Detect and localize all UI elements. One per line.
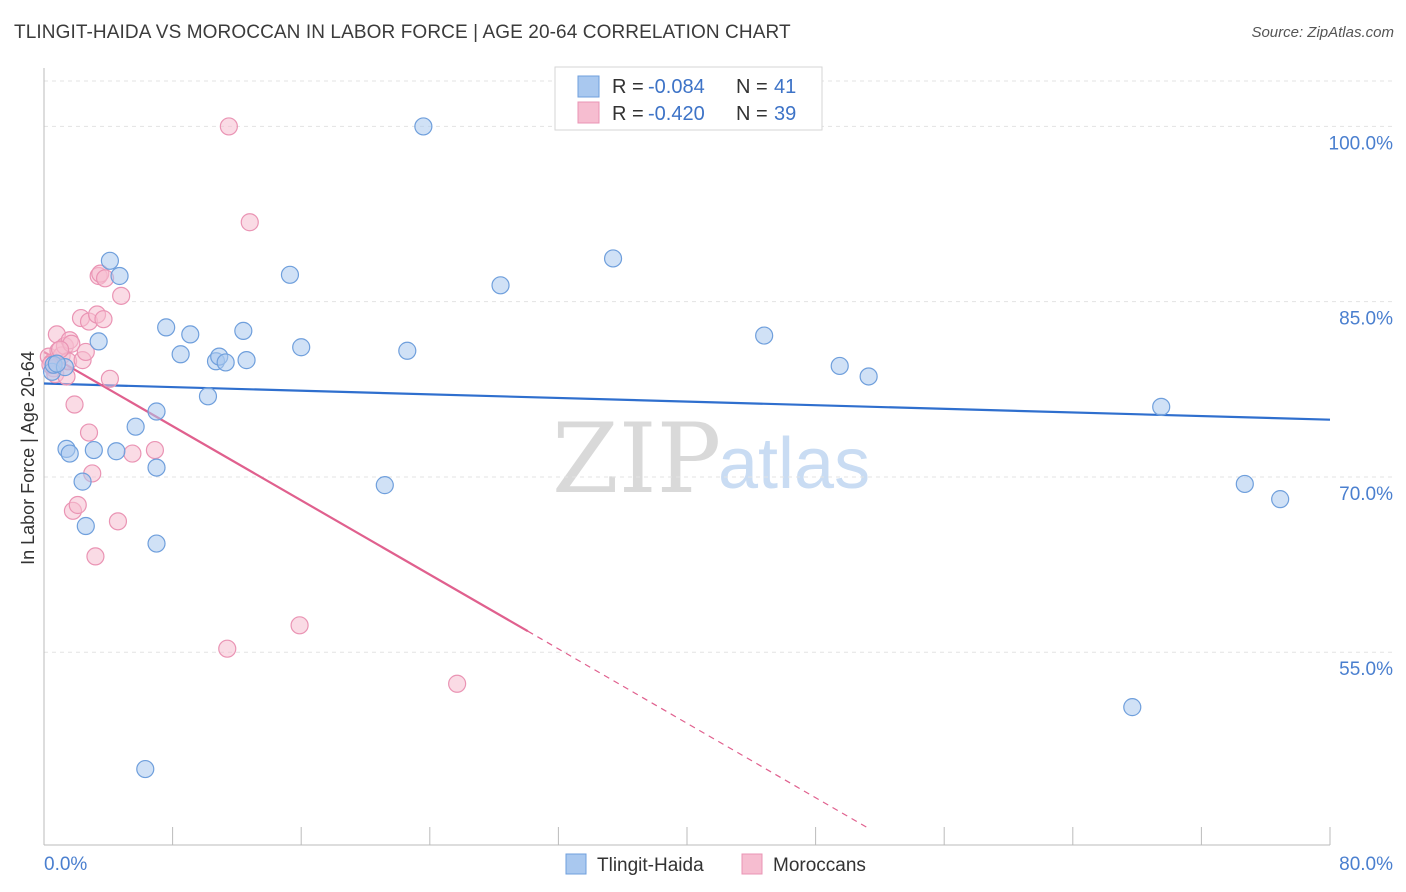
point-tlingit-haida [107,442,126,461]
watermark-zip: ZIP [552,403,721,515]
point-tlingit-haida [755,326,774,345]
legend-swatch-moroccans [577,101,600,124]
trend-lines [43,350,1331,828]
trend-line-moroccans [43,350,529,633]
point-tlingit-haida [76,516,95,536]
bottom-legend-label-tlingit-haida: Tlingit-Haida [597,855,704,876]
y-tick-label: 55.0% [1339,659,1393,680]
point-tlingit-haida [234,321,253,340]
point-moroccans [100,369,120,388]
legend-r-label-0: R = [612,76,644,98]
point-tlingit-haida [216,353,235,372]
point-tlingit-haida [110,266,129,286]
point-moroccans [290,616,309,635]
point-tlingit-haida [830,356,849,376]
legend-r-label-1: R = [612,103,644,125]
point-tlingit-haida [1271,490,1290,509]
point-tlingit-haida [84,440,103,460]
point-tlingit-haida [157,318,176,337]
point-tlingit-haida [1152,397,1171,416]
axes [43,68,1331,846]
source-label: Source: ZipAtlas.com [1251,24,1394,41]
y-tick-label: 85.0% [1339,309,1393,330]
watermark: ZIP atlas [552,403,870,515]
point-tlingit-haida [237,351,256,370]
y-tick-label: 100.0% [1329,133,1394,154]
point-tlingit-haida [1235,474,1254,494]
point-tlingit-haida [491,276,510,295]
point-tlingit-haida [603,249,623,268]
legend-n-label-1: N = [736,103,768,125]
point-tlingit-haida [375,476,394,495]
point-moroccans [145,440,165,460]
point-tlingit-haida [147,458,166,477]
point-tlingit-haida [126,417,145,436]
point-tlingit-haida [181,325,200,344]
point-tlingit-haida [147,402,166,421]
point-tlingit-haida [171,345,190,364]
y-axis-title: In Labor Force | Age 20-64 [18,351,38,565]
y-tick-label: 70.0% [1339,484,1393,505]
x-tick-label: 0.0% [44,854,87,875]
point-moroccans [219,117,238,136]
trend-line-tlingit-haida [43,382,1331,421]
legend-swatch-tlingit-haida [577,75,600,98]
point-tlingit-haida [60,444,79,463]
point-tlingit-haida [859,367,878,386]
point-moroccans [108,512,128,531]
point-moroccans [65,395,84,414]
point-moroccans [218,639,237,658]
point-moroccans [68,495,87,515]
trend-line-moroccans-extension [527,630,868,828]
point-tlingit-haida [292,338,311,357]
moroccans-points [39,117,467,693]
point-moroccans [448,674,467,693]
point-tlingit-haida [414,117,433,136]
x-tick-labels: 0.0% 80.0% [44,854,1393,875]
x-tick-label: 80.0% [1339,854,1393,875]
tlingit-haida-points [42,117,1290,779]
point-moroccans [240,213,259,232]
point-tlingit-haida [136,759,155,779]
point-moroccans [123,444,142,463]
point-tlingit-haida [73,472,92,491]
point-moroccans [94,310,113,329]
series-legend: Tlingit-Haida Moroccans [565,853,866,876]
bottom-legend-label-moroccans: Moroccans [773,855,866,876]
legend-n-label-0: N = [736,76,768,98]
correlation-legend: R = -0.084 N = 41 R = -0.420 N = 39 [554,66,823,131]
point-tlingit-haida [100,251,120,270]
y-tick-labels: 55.0% 70.0% 85.0% 100.0% [1329,133,1394,680]
point-tlingit-haida [89,332,108,351]
watermark-atlas: atlas [718,424,870,504]
chart-title: TLINGIT-HAIDA VS MOROCCAN IN LABOR FORCE… [14,22,791,43]
legend-r-value-0: -0.084 [648,76,705,98]
point-tlingit-haida [47,354,66,373]
point-tlingit-haida [1123,698,1142,717]
point-moroccans [112,286,131,305]
legend-r-value-1: -0.420 [648,103,705,125]
point-moroccans [79,423,99,442]
legend-n-value-0: 41 [774,76,796,98]
point-moroccans [76,342,95,362]
point-tlingit-haida [398,341,417,360]
bottom-legend-swatch-tlingit-haida [565,853,587,875]
bottom-legend-swatch-moroccans [741,853,763,875]
point-tlingit-haida [198,387,218,406]
point-tlingit-haida [147,534,166,553]
point-moroccans [86,547,105,566]
point-tlingit-haida [280,265,300,284]
legend-n-value-1: 39 [774,103,796,125]
